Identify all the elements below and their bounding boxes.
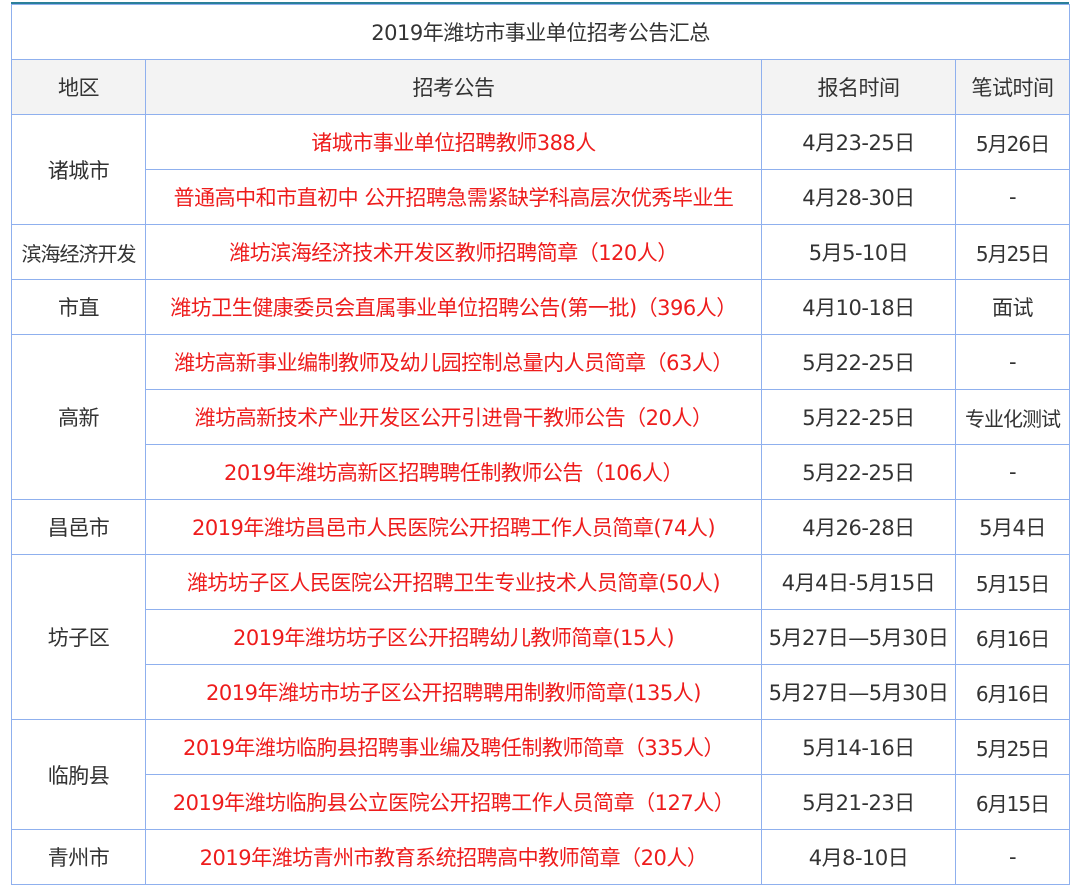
- table-title: 2019年潍坊市事业单位招考公告汇总: [10, 4, 1071, 60]
- notice-link[interactable]: 2019年潍坊昌邑市人民医院公开招聘工作人员简章(74人): [145, 499, 762, 555]
- table-row: 临朐县 2019年潍坊临朐县招聘事业编及聘任制教师简章（335人） 5月14-16日…: [11, 719, 1071, 830]
- exam-time-cell: -: [954, 444, 1071, 500]
- notice-link[interactable]: 诸城市事业单位招聘教师388人: [145, 114, 762, 170]
- table-row: 潍坊高新技术产业开发区公开引进骨干教师公告（20人） 5月22-25日 专业化测试: [12, 389, 1071, 445]
- region-cell: 高新: [11, 334, 146, 500]
- signup-time-cell: 5月27日—5月30日: [761, 664, 956, 720]
- title-row: 2019年潍坊市事业单位招考公告汇总: [10, 4, 1071, 60]
- exam-time-cell: -: [954, 829, 1071, 885]
- region-cell: 坊子区: [11, 554, 146, 720]
- top-rule: [11, 2, 1069, 4]
- exam-time-cell: 5月25日: [954, 719, 1071, 775]
- signup-time-cell: 4月10-18日: [761, 279, 956, 335]
- signup-time-cell: 5月5-10日: [761, 224, 956, 280]
- notice-link[interactable]: 潍坊高新技术产业开发区公开引进骨干教师公告（20人）: [145, 389, 762, 445]
- header-notice: 招考公告: [145, 59, 762, 115]
- signup-time-cell: 4月8-10日: [761, 829, 956, 885]
- exam-time-cell: 5月25日: [954, 224, 1071, 280]
- notice-link[interactable]: 2019年潍坊临朐县公立医院公开招聘工作人员简章（127人）: [145, 774, 762, 830]
- exam-time-cell: 面试: [954, 279, 1071, 335]
- region-cell: 昌邑市: [11, 499, 146, 555]
- notice-link[interactable]: 2019年潍坊坊子区公开招聘幼儿教师简章(15人): [145, 609, 762, 665]
- header-signup-time: 报名时间: [761, 59, 956, 115]
- table-row: 诸城市 诸城市事业单位招聘教师388人 4月23-25日 5月26日: [11, 114, 1071, 225]
- notice-link[interactable]: 潍坊卫生健康委员会直属事业单位招聘公告(第一批)（396人）: [145, 279, 762, 335]
- exam-time-cell: 6月16日: [954, 664, 1071, 720]
- header-region: 地区: [11, 59, 146, 115]
- signup-time-cell: 4月23-25日: [761, 114, 956, 170]
- region-cell: 青州市: [11, 829, 146, 885]
- table-row: 滨海经济开发 潍坊滨海经济技术开发区教师招聘简章（120人） 5月5-10日 5月25…: [11, 224, 1071, 280]
- signup-time-cell: 5月21-23日: [761, 774, 956, 830]
- exam-time-cell: 5月15日: [954, 554, 1071, 610]
- notice-link[interactable]: 2019年潍坊高新区招聘聘任制教师公告（106人）: [145, 444, 762, 500]
- signup-time-cell: 4月26-28日: [761, 499, 956, 555]
- signup-time-cell: 5月22-25日: [761, 444, 956, 500]
- table-row: 市直 潍坊卫生健康委员会直属事业单位招聘公告(第一批)（396人） 4月10-18日…: [11, 279, 1071, 335]
- signup-time-cell: 4月4日-5月15日: [761, 554, 956, 610]
- notice-link[interactable]: 2019年潍坊临朐县招聘事业编及聘任制教师简章（335人）: [145, 719, 762, 775]
- signup-time-cell: 5月22-25日: [761, 334, 956, 390]
- table-row: 普通高中和市直初中 公开招聘急需紧缺学科高层次优秀毕业生 4月28-30日 -: [12, 169, 1071, 225]
- exam-time-cell: 6月15日: [954, 774, 1071, 830]
- notice-link[interactable]: 潍坊坊子区人民医院公开招聘卫生专业技术人员简章(50人): [145, 554, 762, 610]
- table-row: 坊子区 潍坊坊子区人民医院公开招聘卫生专业技术人员简章(50人) 4月4日-5月15…: [11, 554, 1071, 720]
- table-row: 2019年潍坊高新区招聘聘任制教师公告（106人） 5月22-25日 -: [12, 444, 1071, 500]
- region-cell: 市直: [11, 279, 146, 335]
- header-exam-time: 笔试时间: [954, 59, 1071, 115]
- notice-link[interactable]: 普通高中和市直初中 公开招聘急需紧缺学科高层次优秀毕业生: [145, 169, 762, 225]
- table-row: 青州市 2019年潍坊青州市教育系统招聘高中教师简章（20人） 4月8-10日 -: [11, 829, 1071, 885]
- header-row: 地区 招考公告 报名时间 笔试时间: [11, 59, 1071, 115]
- table-row: 高新 潍坊高新事业编制教师及幼儿园控制总量内人员简章（63人） 5月22-25日 -: [11, 334, 1071, 500]
- exam-time-cell: -: [954, 334, 1071, 390]
- table-row: 昌邑市 2019年潍坊昌邑市人民医院公开招聘工作人员简章(74人) 4月26-28日…: [11, 499, 1071, 555]
- table-row: 2019年潍坊市坊子区公开招聘聘用制教师简章(135人) 5月27日—5月30日 6…: [12, 664, 1071, 720]
- exam-time-cell: 5月26日: [954, 114, 1071, 170]
- region-cell: 滨海经济开发: [11, 224, 146, 280]
- exam-time-cell: -: [954, 169, 1071, 225]
- signup-time-cell: 5月22-25日: [761, 389, 956, 445]
- region-cell: 临朐县: [11, 719, 146, 830]
- exam-time-cell: 5月4日: [954, 499, 1071, 555]
- signup-time-cell: 5月27日—5月30日: [761, 609, 956, 665]
- exam-time-cell: 专业化测试: [954, 389, 1071, 445]
- signup-time-cell: 4月28-30日: [761, 169, 956, 225]
- signup-time-cell: 5月14-16日: [761, 719, 956, 775]
- notice-link[interactable]: 2019年潍坊市坊子区公开招聘聘用制教师简章(135人): [145, 664, 762, 720]
- exam-time-cell: 6月16日: [954, 609, 1071, 665]
- notice-link[interactable]: 2019年潍坊青州市教育系统招聘高中教师简章（20人）: [145, 829, 762, 885]
- table-row: 2019年潍坊临朐县公立医院公开招聘工作人员简章（127人） 5月21-23日 6月…: [12, 774, 1071, 830]
- notice-link[interactable]: 潍坊高新事业编制教师及幼儿园控制总量内人员简章（63人）: [145, 334, 762, 390]
- region-cell: 诸城市: [11, 114, 146, 225]
- table-row: 2019年潍坊坊子区公开招聘幼儿教师简章(15人) 5月27日—5月30日 6月16…: [12, 609, 1071, 665]
- notice-link[interactable]: 潍坊滨海经济技术开发区教师招聘简章（120人）: [145, 224, 762, 280]
- recruitment-table: 2019年潍坊市事业单位招考公告汇总 地区 招考公告 报名时间 笔试时间 诸城市…: [10, 4, 1071, 885]
